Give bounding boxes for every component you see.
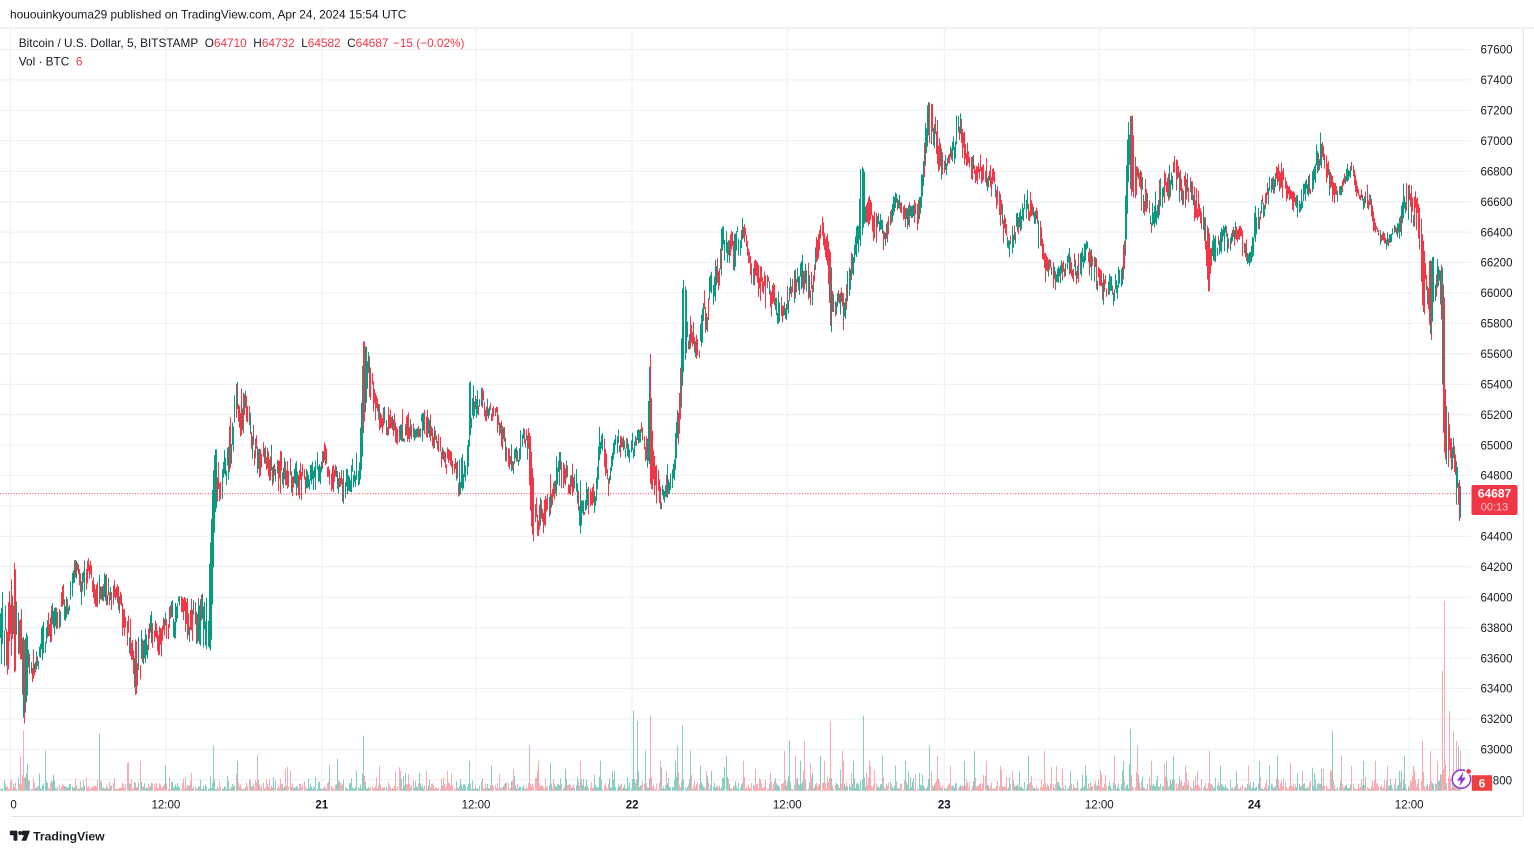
svg-text:12:00: 12:00 bbox=[1395, 799, 1424, 811]
svg-text:67400: 67400 bbox=[1481, 75, 1513, 87]
svg-text:65800: 65800 bbox=[1481, 319, 1513, 331]
svg-text:63400: 63400 bbox=[1481, 684, 1513, 696]
svg-text:00:13: 00:13 bbox=[1481, 502, 1509, 514]
svg-text:67200: 67200 bbox=[1481, 106, 1513, 118]
svg-text:12:00: 12:00 bbox=[773, 799, 802, 811]
svg-text:66800: 66800 bbox=[1481, 166, 1513, 178]
svg-text:64687: 64687 bbox=[1478, 487, 1512, 501]
svg-text:65400: 65400 bbox=[1481, 379, 1513, 391]
svg-text:12:00: 12:00 bbox=[1085, 799, 1114, 811]
svg-text:Bitcoin / U.S. Dollar, 5, BITS: Bitcoin / U.S. Dollar, 5, BITSTAMP O6471… bbox=[19, 36, 465, 50]
svg-text:12:00: 12:00 bbox=[462, 799, 491, 811]
svg-text:63800: 63800 bbox=[1481, 623, 1513, 635]
svg-text:65000: 65000 bbox=[1481, 440, 1513, 452]
svg-text:hououinkyouma29 published on T: hououinkyouma29 published on TradingView… bbox=[10, 8, 407, 22]
svg-text:21: 21 bbox=[315, 799, 328, 811]
svg-text:65200: 65200 bbox=[1481, 410, 1513, 422]
svg-text:67600: 67600 bbox=[1481, 45, 1513, 57]
svg-text:64000: 64000 bbox=[1481, 592, 1513, 604]
svg-text:6: 6 bbox=[1479, 776, 1486, 790]
svg-text:22: 22 bbox=[626, 799, 639, 811]
svg-text:800: 800 bbox=[1493, 775, 1512, 787]
svg-text:TradingView: TradingView bbox=[33, 829, 105, 843]
svg-text:66400: 66400 bbox=[1481, 227, 1513, 239]
svg-text:64200: 64200 bbox=[1481, 562, 1513, 574]
svg-text:63600: 63600 bbox=[1481, 653, 1513, 665]
svg-text:63000: 63000 bbox=[1481, 745, 1513, 757]
svg-text:65600: 65600 bbox=[1481, 349, 1513, 361]
svg-text:12:00: 12:00 bbox=[152, 799, 181, 811]
svg-text:66600: 66600 bbox=[1481, 197, 1513, 209]
svg-text:64400: 64400 bbox=[1481, 532, 1513, 544]
svg-text:Vol · BTC 6: Vol · BTC 6 bbox=[19, 54, 83, 68]
svg-text:63200: 63200 bbox=[1481, 714, 1513, 726]
svg-text:64800: 64800 bbox=[1481, 471, 1513, 483]
svg-text:24: 24 bbox=[1248, 799, 1261, 811]
svg-text:67000: 67000 bbox=[1481, 136, 1513, 148]
svg-text:23: 23 bbox=[938, 799, 951, 811]
svg-text:66000: 66000 bbox=[1481, 288, 1513, 300]
svg-text:66200: 66200 bbox=[1481, 258, 1513, 270]
svg-text:0: 0 bbox=[10, 799, 16, 811]
